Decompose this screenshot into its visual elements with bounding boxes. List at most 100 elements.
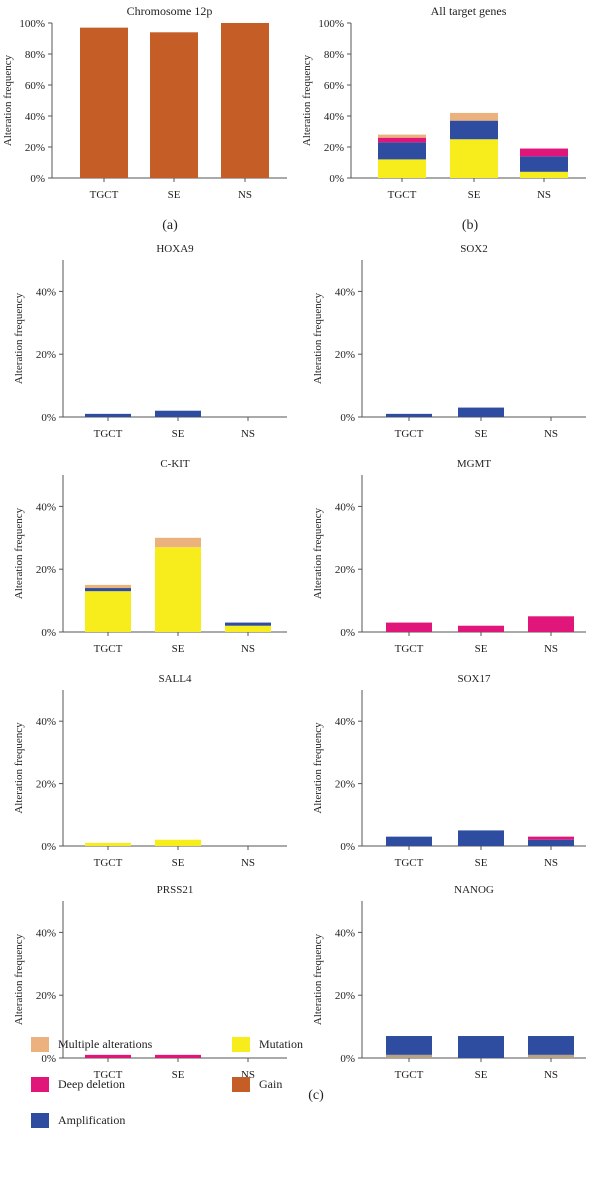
chart-prss21: PRSS21 Alteration frequency 0% 20% 40% TGCT SE…: [13, 884, 287, 1081]
panel-label-c: (c): [308, 1088, 324, 1103]
chart-sox2: SOX2 Alteration frequency 0% 20% 40% TGCT SE NS: [312, 243, 586, 440]
bar-mutation: [378, 159, 426, 178]
bar-mutation: [520, 171, 568, 178]
x-tick-label: TGCT: [94, 643, 123, 655]
bar-amplification: [378, 142, 426, 160]
y-tick-label: 40%: [36, 927, 56, 939]
y-tick-label: 0%: [340, 841, 355, 853]
y-tick-label: 20%: [25, 142, 45, 154]
panel-label-b: (b): [462, 218, 479, 233]
y-tick-label: 20%: [335, 990, 355, 1002]
bar-multiple-alterations: [155, 537, 201, 548]
bar-deep-deletion: [386, 622, 432, 632]
legend-swatch-multiple-alterations: [31, 1037, 49, 1052]
legend-label: Amplification: [58, 1113, 126, 1127]
y-tick-label: 100%: [318, 18, 344, 30]
bar-amplification: [85, 413, 131, 417]
chart-ckit: C-KIT Alteration frequency 0% 20% 40% TGCT SE N…: [13, 458, 287, 655]
x-tick-label: NS: [241, 643, 255, 655]
y-tick-label: 40%: [335, 286, 355, 298]
y-tick-label: 0%: [41, 841, 56, 853]
chart-all: All target genes Alteration frequency 0% 20…: [301, 4, 586, 201]
chart-sox17: SOX17 Alteration frequency 0% 20% 40% TGCT SE N…: [312, 673, 586, 869]
bar-amplification: [386, 1036, 432, 1055]
bar-deep-deletion: [155, 1054, 201, 1058]
y-tick-label: 20%: [324, 142, 344, 154]
y-tick-label: 80%: [324, 49, 344, 61]
legend-label: Gain: [259, 1077, 283, 1091]
chart-title: HOXA9: [156, 243, 194, 255]
y-tick-label: 0%: [30, 173, 45, 185]
y-tick-label: 20%: [335, 779, 355, 791]
y-tick-label: 100%: [19, 18, 45, 30]
y-tick-label: 40%: [335, 501, 355, 513]
x-tick-label: NS: [544, 857, 558, 869]
x-tick-label: TGCT: [94, 428, 123, 440]
y-tick-label: 40%: [25, 111, 45, 123]
bar-mutation: [450, 139, 498, 178]
x-tick-label: NS: [544, 1069, 558, 1081]
y-tick-label: 0%: [340, 627, 355, 639]
x-tick-label: TGCT: [395, 1069, 424, 1081]
chart-title: C-KIT: [160, 458, 190, 470]
y-tick-label: 60%: [25, 80, 45, 92]
y-tick-label: 60%: [324, 80, 344, 92]
bar-multiple-alterations: [378, 134, 426, 138]
chart-mgmt: MGMT Alteration frequency 0% 20% 40% TGCT SE NS: [312, 458, 586, 655]
legend-label: Mutation: [259, 1037, 303, 1051]
x-tick-label: SE: [172, 428, 185, 440]
bar-deep-deletion: [85, 1054, 131, 1058]
bar-amplification: [155, 410, 201, 417]
bar-gain: [221, 23, 269, 178]
legend-label: Deep deletion: [58, 1077, 125, 1091]
legend-item-gain: Gain: [232, 1077, 282, 1092]
chart-title: NANOG: [454, 884, 494, 896]
bar-amplification: [458, 407, 504, 417]
x-tick-label: TGCT: [388, 189, 417, 201]
y-tick-label: 20%: [335, 349, 355, 361]
bar-amplification: [528, 1036, 574, 1055]
y-axis-label: Alteration frequency: [13, 722, 25, 814]
bar-unknown: [386, 1054, 432, 1058]
bar-deep-deletion: [528, 616, 574, 632]
legend-item-deep-deletion: Deep deletion: [31, 1077, 125, 1092]
legend-swatch-deep-deletion: [31, 1077, 49, 1092]
chart-title: SOX2: [460, 243, 488, 255]
x-tick-label: SE: [168, 189, 181, 201]
y-tick-label: 0%: [41, 627, 56, 639]
y-axis-label: Alteration frequency: [301, 54, 313, 146]
y-axis-label: Alteration frequency: [13, 933, 25, 1025]
x-tick-label: TGCT: [395, 643, 424, 655]
panel-label-a: (a): [162, 218, 178, 233]
bar-amplification: [450, 120, 498, 140]
x-tick-label: NS: [241, 857, 255, 869]
chart-chrom12p: Chromosome 12p Alteration frequency 0% 20% 4…: [2, 4, 287, 201]
bar-mutation: [225, 625, 271, 632]
y-tick-label: 20%: [36, 779, 56, 791]
legend-swatch-gain: [232, 1077, 250, 1092]
y-tick-label: 40%: [335, 927, 355, 939]
bar-amplification: [520, 156, 568, 172]
bar-amplification: [386, 836, 432, 846]
y-tick-label: 0%: [340, 1053, 355, 1065]
bar-gain: [150, 32, 198, 178]
x-tick-label: SE: [172, 857, 185, 869]
bar-mutation: [85, 591, 131, 632]
y-axis-label: Alteration frequency: [13, 292, 25, 384]
bar-multiple-alterations: [450, 112, 498, 121]
bar-amplification: [85, 588, 131, 592]
x-tick-label: SE: [172, 643, 185, 655]
x-tick-label: NS: [241, 428, 255, 440]
bar-amplification: [386, 413, 432, 417]
y-tick-label: 40%: [324, 111, 344, 123]
y-tick-label: 40%: [335, 716, 355, 728]
x-tick-label: TGCT: [94, 857, 123, 869]
chart-title: Chromosome 12p: [127, 4, 213, 18]
legend-swatch-mutation: [232, 1037, 250, 1052]
x-tick-label: SE: [475, 643, 488, 655]
bar-amplification: [458, 830, 504, 846]
chart-title: MGMT: [457, 458, 492, 470]
chart-title: All target genes: [431, 4, 507, 18]
legend-label: Multiple alterations: [58, 1037, 153, 1051]
